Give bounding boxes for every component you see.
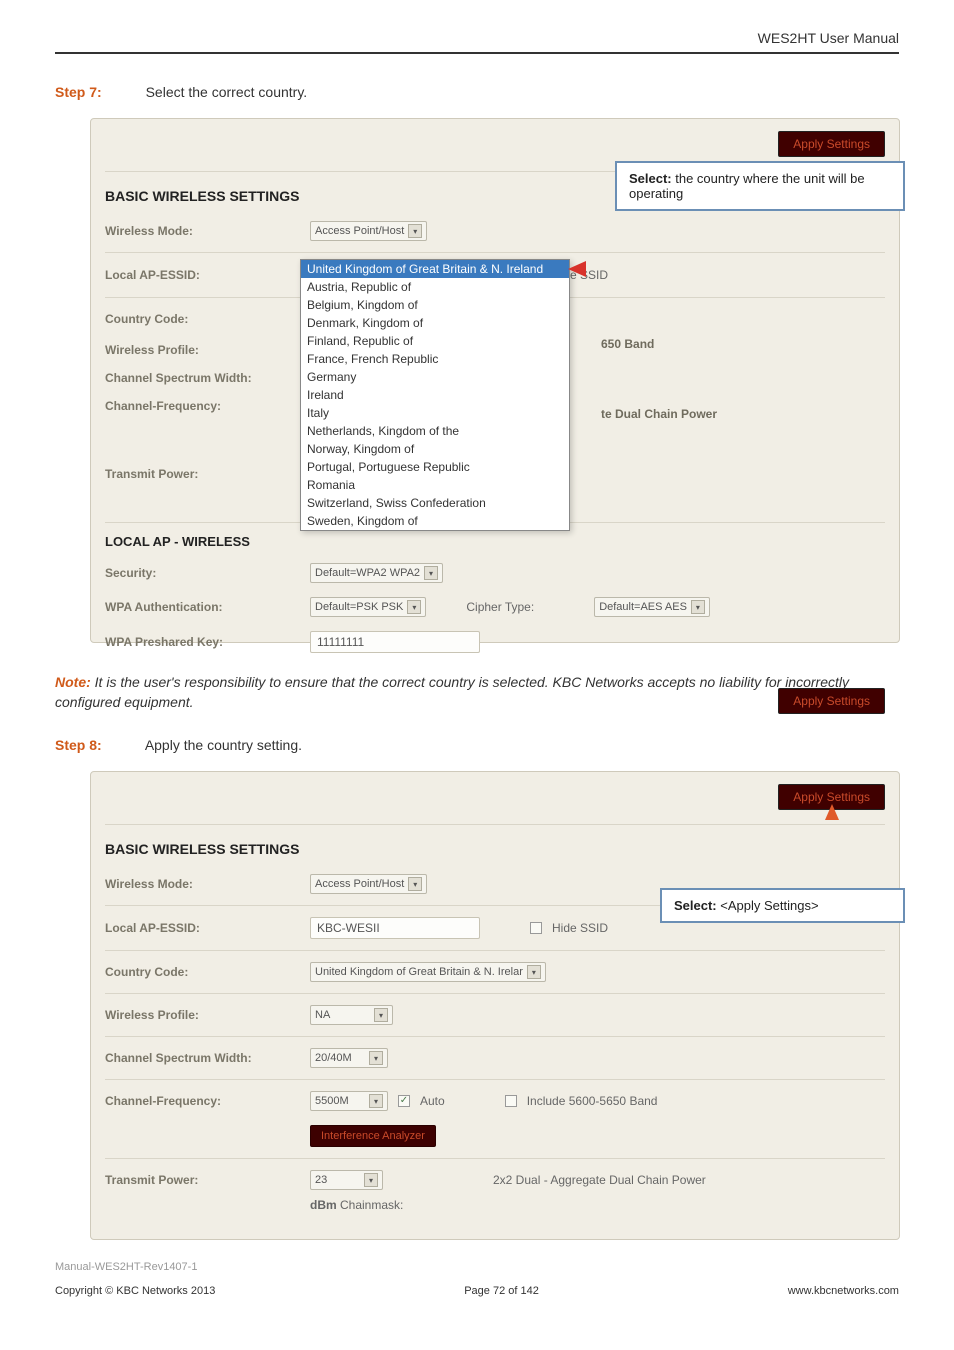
chevron-down-icon: ▾ — [407, 600, 421, 614]
chevron-down-icon: ▾ — [408, 877, 422, 891]
footer-copyright: Copyright © KBC Networks 2013 — [55, 1285, 215, 1297]
dropdown-option[interactable]: Netherlands, Kingdom of the — [301, 422, 569, 440]
label-profile: Wireless Profile: — [105, 343, 300, 357]
wireless-mode-select[interactable]: Access Point/Host▾ — [310, 221, 427, 241]
chain-label: 2x2 Dual - Aggregate Dual Chain Power — [493, 1173, 706, 1187]
width-select[interactable]: 20/40M▾ — [310, 1048, 388, 1068]
dropdown-option[interactable]: Denmark, Kingdom of — [301, 314, 569, 332]
interference-analyzer-button[interactable]: Interference Analyzer — [310, 1125, 436, 1147]
chainmask-label: dBm Chainmask: — [310, 1198, 403, 1212]
country-select2[interactable]: United Kingdom of Great Britain & N. Ire… — [310, 962, 546, 982]
step8-line: Step 8: Apply the country setting. — [55, 737, 899, 753]
label-essid: Local AP-ESSID: — [105, 268, 300, 282]
label-wpa-key: WPA Preshared Key: — [105, 635, 300, 649]
step7-text: Select the correct country. — [146, 84, 308, 100]
dropdown-option[interactable]: Finland, Republic of — [301, 332, 569, 350]
dropdown-option[interactable]: Switzerland, Swiss Confederation — [301, 494, 569, 512]
apply-settings-button-bottom[interactable]: Apply Settings — [778, 688, 885, 714]
auto-label: Auto — [420, 1094, 445, 1108]
dropdown-option[interactable]: Norway, Kingdom of — [301, 440, 569, 458]
footer-url: www.kbcnetworks.com — [788, 1285, 899, 1297]
dropdown-option[interactable]: Austria, Republic of — [301, 278, 569, 296]
dropdown-option[interactable]: Portugal, Portuguese Republic — [301, 458, 569, 476]
include-checkbox[interactable] — [505, 1095, 517, 1107]
label-width: Channel Spectrum Width: — [105, 371, 300, 385]
callout-select-country: Select: the country where the unit will … — [615, 161, 905, 211]
cipher-select[interactable]: Default=AES AES▾ — [594, 597, 710, 617]
chevron-down-icon: ▾ — [527, 965, 541, 979]
label-mode: Wireless Mode: — [105, 224, 300, 238]
auto-checkbox[interactable] — [398, 1095, 410, 1107]
label-freq: Channel-Frequency: — [105, 399, 300, 413]
dropdown-option[interactable]: Romania — [301, 476, 569, 494]
footer: Copyright © KBC Networks 2013 Page 72 of… — [55, 1285, 899, 1297]
footer-page: Page 72 of 142 — [464, 1285, 539, 1297]
footer-doc-id: Manual-WES2HT-Rev1407-1 — [55, 1261, 899, 1273]
chevron-down-icon: ▾ — [691, 600, 705, 614]
band-text: 650 Band — [601, 337, 654, 351]
wpa-key-input[interactable]: 11111111 — [310, 631, 480, 653]
dropdown-option[interactable]: Italy — [301, 404, 569, 422]
security-select[interactable]: Default=WPA2 WPA2▾ — [310, 563, 443, 583]
chevron-down-icon: ▾ — [374, 1008, 388, 1022]
dropdown-option[interactable]: France, French Republic — [301, 350, 569, 368]
freq-select[interactable]: 5500M▾ — [310, 1091, 388, 1111]
dropdown-option[interactable]: Ireland — [301, 386, 569, 404]
label-txpower2: Transmit Power: — [105, 1173, 300, 1187]
txpower-select[interactable]: 23▾ — [310, 1170, 383, 1190]
chain-text: te Dual Chain Power — [601, 407, 717, 421]
label-mode2: Wireless Mode: — [105, 877, 300, 891]
screenshot2: Apply Settings BASIC WIRELESS SETTINGS W… — [90, 771, 900, 1240]
label-essid2: Local AP-ESSID: — [105, 921, 300, 935]
label-cipher: Cipher Type: — [466, 600, 534, 614]
doc-header: WES2HT User Manual — [55, 30, 899, 54]
label-country2: Country Code: — [105, 965, 300, 979]
chevron-down-icon: ▾ — [364, 1173, 378, 1187]
chevron-down-icon: ▾ — [408, 224, 422, 238]
dropdown-option[interactable]: Belgium, Kingdom of — [301, 296, 569, 314]
arrow-icon — [568, 261, 586, 277]
screenshot1: Apply Settings BASIC WIRELESS SETTINGS W… — [90, 118, 900, 648]
wpa-auth-select[interactable]: Default=PSK PSK▾ — [310, 597, 426, 617]
essid-input2[interactable]: KBC-WESII — [310, 917, 480, 939]
label-security: Security: — [105, 566, 300, 580]
step8-label: Step 8: — [55, 737, 102, 753]
label-txpower: Transmit Power: — [105, 467, 300, 481]
label-wpa-auth: WPA Authentication: — [105, 600, 300, 614]
dropdown-option[interactable]: United Kingdom of Great Britain & N. Ire… — [301, 260, 569, 278]
step8-text: Apply the country setting. — [145, 737, 302, 753]
arrow-up-icon — [825, 804, 839, 820]
callout-apply: Select: <Apply Settings> — [660, 888, 905, 923]
dropdown-option[interactable]: Sweden, Kingdom of — [301, 512, 569, 530]
label-width2: Channel Spectrum Width: — [105, 1051, 300, 1065]
label-local-ap: LOCAL AP - WIRELESS — [105, 534, 300, 549]
country-dropdown-list: United Kingdom of Great Britain & N. Ire… — [300, 259, 570, 531]
hide-ssid-checkbox2[interactable] — [530, 922, 542, 934]
label-country: Country Code: — [105, 312, 300, 326]
wireless-mode-select2[interactable]: Access Point/Host▾ — [310, 874, 427, 894]
apply-settings-button[interactable]: Apply Settings — [778, 131, 885, 157]
chevron-down-icon: ▾ — [369, 1094, 383, 1108]
hide-ssid-label2: Hide SSID — [552, 921, 608, 935]
label-profile2: Wireless Profile: — [105, 1008, 300, 1022]
include-label: Include 5600-5650 Band — [527, 1094, 658, 1108]
chevron-down-icon: ▾ — [369, 1051, 383, 1065]
label-freq2: Channel-Frequency: — [105, 1094, 300, 1108]
step7-line: Step 7: Select the correct country. — [55, 84, 899, 100]
dropdown-option[interactable]: Germany — [301, 368, 569, 386]
chevron-down-icon: ▾ — [424, 566, 438, 580]
section-title2: BASIC WIRELESS SETTINGS — [105, 829, 885, 867]
step7-label: Step 7: — [55, 84, 102, 100]
profile-select[interactable]: NA▾ — [310, 1005, 393, 1025]
